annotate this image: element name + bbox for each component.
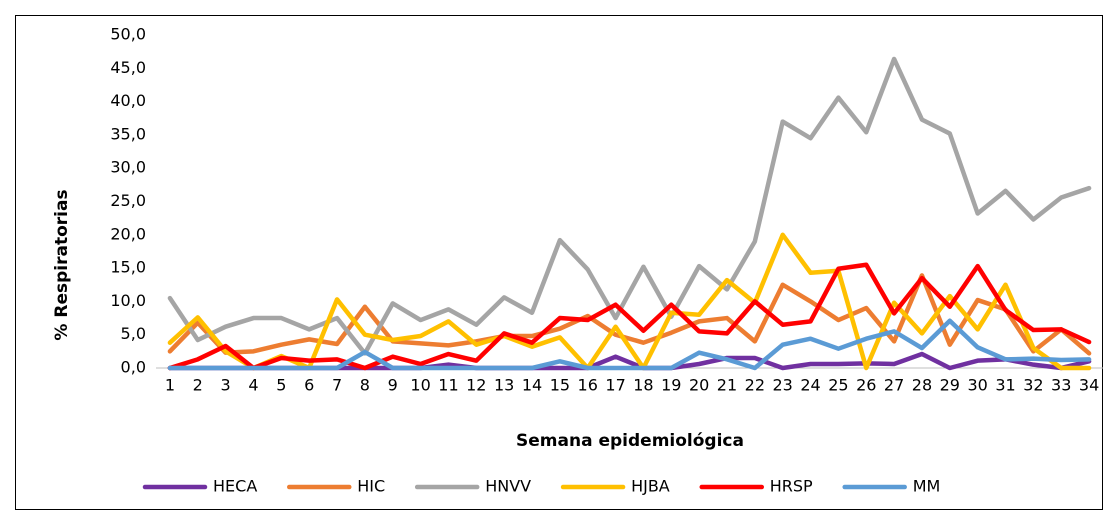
x-tick-label: 13: [494, 376, 514, 395]
legend-label: HJBA: [631, 477, 670, 496]
legend-label: MM: [913, 477, 941, 496]
x-tick-label: 18: [633, 376, 653, 395]
x-tick-label: 5: [276, 376, 286, 395]
y-tick-label: 10,0: [110, 291, 146, 310]
x-tick-label: 34: [1079, 376, 1099, 395]
x-tick-label: 20: [689, 376, 709, 395]
y-tick-label: 5,0: [121, 324, 146, 343]
x-tick-label: 9: [388, 376, 398, 395]
x-tick-label: 33: [1051, 376, 1071, 395]
series-line: [167, 262, 1092, 371]
x-tick-label: 15: [550, 376, 570, 395]
x-tick-label: 31: [995, 376, 1015, 395]
x-tick-label: 26: [856, 376, 876, 395]
x-tick-label: 1: [165, 376, 175, 395]
x-tick-label: 7: [332, 376, 342, 395]
x-tick-label: 23: [773, 376, 793, 395]
x-tick-label: 22: [745, 376, 765, 395]
y-tick-label: 0,0: [121, 358, 146, 377]
x-tick-label: 8: [360, 376, 370, 395]
x-tick-label: 4: [248, 376, 258, 395]
x-tick-label: 24: [800, 376, 820, 395]
x-tick-label: 11: [438, 376, 458, 395]
x-axis-title: Semana epidemiológica: [516, 431, 744, 451]
x-tick-label: 19: [661, 376, 681, 395]
x-tick-label: 16: [578, 376, 598, 395]
series-line: [167, 232, 1092, 371]
x-tick-label: 21: [717, 376, 737, 395]
series-line: [167, 318, 1092, 371]
y-tick-label: 30,0: [110, 158, 146, 177]
x-tick-label: 27: [884, 376, 904, 395]
x-tick-label: 30: [967, 376, 987, 395]
legend-label: HIC: [357, 477, 385, 496]
x-tick-label: 17: [605, 376, 625, 395]
y-tick-label: 45,0: [110, 58, 146, 77]
legend-label: HRSP: [770, 477, 813, 496]
y-tick-label: 40,0: [110, 91, 146, 110]
x-tick-label: 6: [304, 376, 314, 395]
y-tick-label: 20,0: [110, 224, 146, 243]
x-tick-label: 10: [410, 376, 430, 395]
x-tick-label: 25: [828, 376, 848, 395]
legend-label: HNVV: [485, 477, 531, 496]
legend-label: HECA: [213, 477, 257, 496]
x-tick-label: 2: [193, 376, 203, 395]
x-tick-label: 29: [940, 376, 960, 395]
y-axis-title: % Respiratorias: [52, 189, 72, 340]
y-tick-label: 50,0: [110, 25, 146, 44]
series-line: [167, 56, 1092, 356]
series-line: [167, 273, 1092, 356]
x-tick-label: 3: [221, 376, 231, 395]
y-tick-label: 15,0: [110, 258, 146, 277]
x-tick-label: 14: [522, 376, 542, 395]
x-tick-label: 32: [1023, 376, 1043, 395]
y-tick-label: 25,0: [110, 191, 146, 210]
x-tick-label: 28: [912, 376, 932, 395]
x-tick-label: 12: [466, 376, 486, 395]
chart-frame: [15, 15, 1103, 510]
y-tick-label: 35,0: [110, 124, 146, 143]
